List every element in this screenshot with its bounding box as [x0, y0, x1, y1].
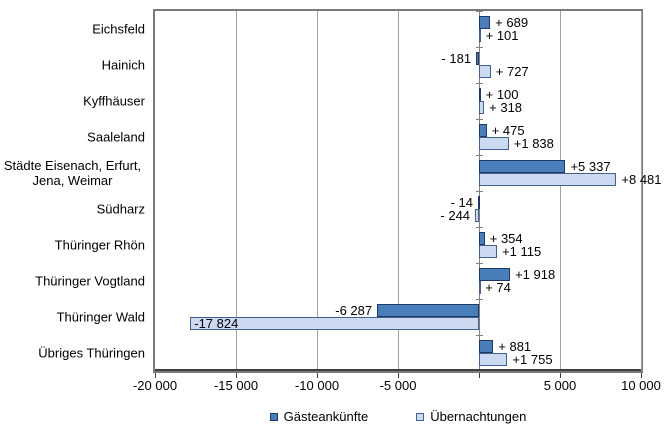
category-label: Hainich [101, 57, 145, 73]
data-label: +1 918 [515, 267, 556, 282]
bar-uebernachtungen [190, 317, 479, 330]
bar-gaesteankuenfte [479, 160, 566, 173]
value-axis-line [155, 369, 641, 371]
value-axis-tick [235, 373, 237, 378]
bar-gaesteankuenfte [479, 88, 481, 101]
bar-gaesteankuenfte [377, 304, 479, 317]
gridline [235, 11, 237, 371]
bar-gaesteankuenfte [479, 268, 511, 281]
value-axis-tick [316, 373, 318, 378]
bar-uebernachtungen [479, 29, 481, 42]
category-axis-tick [475, 118, 483, 120]
bar-uebernachtungen [479, 101, 485, 114]
data-label: + 727 [495, 64, 529, 79]
category-axis-tick [475, 154, 483, 156]
category-axis-tick [475, 370, 483, 372]
data-label: + 475 [491, 123, 525, 138]
value-axis-tick [559, 373, 561, 378]
category-axis-tick [475, 82, 483, 84]
bar-gaesteankuenfte [479, 232, 485, 245]
category-axis-tick [475, 190, 483, 192]
category-axis-tick [475, 10, 483, 12]
bar-uebernachtungen [479, 173, 617, 186]
legend-swatch-gaesteankuenfte-icon [269, 412, 278, 421]
category-label: Städte Eisenach, Erfurt, Jena, Weimar [3, 158, 142, 188]
bar-uebernachtungen [479, 281, 481, 294]
bar-gaesteankuenfte [476, 52, 479, 65]
category-axis-tick [475, 262, 483, 264]
value-axis-tick-label: -10 000 [294, 378, 340, 393]
gridline [316, 11, 318, 371]
value-axis-tick-label: -5 000 [379, 378, 417, 393]
data-label: -17 824 [194, 316, 239, 331]
bar-uebernachtungen [479, 137, 509, 150]
value-axis-tick-label: -20 000 [132, 378, 178, 393]
legend-label-uebernachtungen: Übernachtungen [430, 409, 527, 424]
category-label: Thüringer Vogtland [35, 273, 145, 289]
data-label: -6 287 [335, 303, 373, 318]
data-label: + 74 [485, 280, 511, 295]
legend: Gästeankünfte Übernachtungen [153, 409, 643, 424]
data-label: - 244 [440, 208, 471, 223]
category-label: Eichsfeld [92, 21, 145, 37]
data-label: +8 481 [621, 172, 662, 187]
legend-swatch-uebernachtungen-icon [416, 412, 425, 421]
value-axis-tick-label: -15 000 [213, 378, 259, 393]
bar-uebernachtungen [479, 65, 491, 78]
bar-uebernachtungen [475, 209, 479, 222]
data-label: + 689 [495, 15, 529, 30]
data-label: - 181 [441, 51, 472, 66]
value-axis-tick [640, 373, 642, 378]
value-axis-tick [478, 373, 480, 378]
plot-area: + 689 - 181 + 100 + 475 +5 337 - 14 + 354 +1 91… [153, 9, 662, 373]
data-label: + 354 [489, 231, 523, 246]
data-label: + 881 [498, 339, 532, 354]
category-axis-tick [475, 334, 483, 336]
bar-gaesteankuenfte [479, 124, 487, 137]
data-label: +1 838 [513, 136, 554, 151]
category-label: Saaleland [87, 129, 145, 145]
category-label: Thüringer Wald [56, 309, 145, 325]
value-axis-tick [397, 373, 399, 378]
gridline [559, 11, 561, 371]
category-label: Thüringer Rhön [54, 237, 145, 253]
legend-item-gaesteankuenfte: Gästeankünfte [269, 409, 369, 424]
data-label: +5 337 [570, 159, 611, 174]
data-label: - 14 [450, 195, 473, 210]
bar-uebernachtungen [479, 245, 498, 258]
bar-gaesteankuenfte [478, 196, 480, 209]
category-axis-tick [475, 226, 483, 228]
value-axis-tick-label: 5 000 [543, 378, 577, 393]
category-label: Kyffhäuser [83, 93, 145, 109]
data-label: + 100 [485, 87, 519, 102]
category-axis-tick [475, 46, 483, 48]
legend-item-uebernachtungen: Übernachtungen [416, 409, 526, 424]
bar-uebernachtungen [479, 353, 508, 366]
bar-gaesteankuenfte [479, 16, 491, 29]
value-axis-tick-label: 10 000 [621, 378, 661, 393]
data-label: +1 115 [502, 244, 542, 259]
legend-label-gaesteankuenfte: Gästeankünfte [283, 409, 369, 424]
bar-gaesteankuenfte [479, 340, 494, 353]
data-label: + 318 [489, 100, 523, 115]
gridline [640, 11, 642, 371]
gridline [397, 11, 399, 371]
data-label: + 101 [485, 28, 519, 43]
category-label: Übriges Thüringen [38, 345, 145, 361]
value-axis-tick [154, 373, 156, 378]
category-axis-tick [475, 298, 483, 300]
data-label: +1 755 [512, 352, 553, 367]
category-label: Südharz [96, 201, 145, 217]
